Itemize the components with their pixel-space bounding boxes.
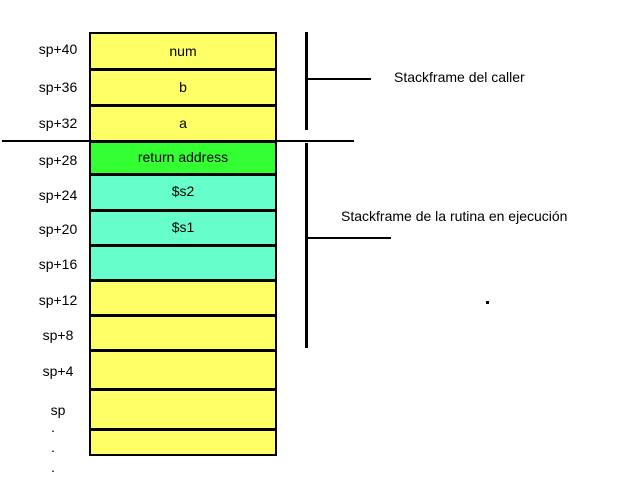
stack-cell-return-address: return address [91, 143, 275, 173]
offset-label-sp20: sp+20 [38, 221, 78, 237]
offset-label-sp16: sp+16 [38, 256, 78, 272]
stray-dot [275, 381, 277, 385]
offset-label-sp4: sp+4 [42, 363, 74, 379]
caller-frame-label: Stackframe del caller [394, 69, 525, 85]
offset-label-sp12: sp+12 [38, 292, 78, 308]
offset-label-sp: sp [50, 402, 66, 418]
ellipsis-dot: . [51, 439, 55, 455]
stack-cell-empty [91, 247, 275, 279]
caller-frame-bracket [305, 32, 308, 130]
stack-cell-empty [91, 431, 275, 454]
offset-label-sp36: sp+36 [38, 79, 78, 95]
routine-frame-bracket [305, 143, 308, 348]
stack-cell-a: a [91, 107, 275, 140]
offset-label-sp32: sp+32 [38, 115, 78, 131]
stray-dot [486, 301, 489, 304]
stack-cell-empty [91, 352, 275, 388]
routine-frame-pointer [305, 237, 391, 239]
frame-divider-line [2, 140, 354, 142]
caller-frame-pointer [305, 78, 371, 80]
routine-frame-label: Stackframe de la rutina en ejecución [341, 208, 568, 224]
offset-label-sp8: sp+8 [42, 327, 74, 343]
stack-cell-empty [91, 282, 275, 314]
stack-cell-num: num [91, 34, 275, 68]
offset-label-sp24: sp+24 [38, 187, 78, 203]
stack-cell-empty [91, 391, 275, 428]
ellipsis-dot: . [51, 419, 55, 435]
stack-cell-b: b [91, 71, 275, 104]
offset-label-sp40: sp+40 [38, 41, 78, 57]
ellipsis-dot: . [51, 459, 55, 475]
stack-cell-s1: $s1 [91, 212, 275, 244]
stack-cell-empty [91, 317, 275, 349]
offset-label-sp28: sp+28 [38, 152, 78, 168]
stack-cell-s2: $s2 [91, 176, 275, 209]
